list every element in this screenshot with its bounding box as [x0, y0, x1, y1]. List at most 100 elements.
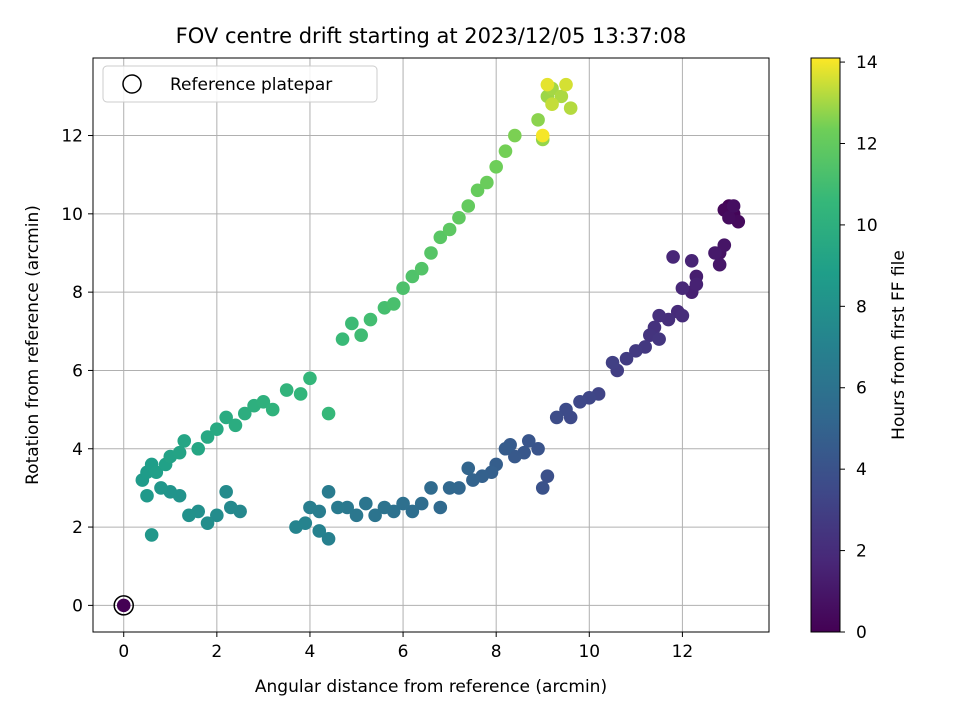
- legend: Reference platepar: [102, 65, 378, 103]
- data-point: [265, 402, 280, 417]
- y-axis-ticks: 0 2 4 6 8 10 12: [61, 127, 93, 616]
- data-point: [219, 410, 233, 425]
- data-point: [712, 257, 727, 272]
- data-point: [177, 434, 192, 448]
- legend-marker-icon: [122, 74, 142, 94]
- data-point: [256, 394, 271, 409]
- x-axis-label: Angular distance from reference (arcmin): [255, 677, 607, 697]
- x-tick-label: 12: [672, 642, 694, 662]
- data-points: [113, 77, 746, 616]
- colorbar-gradient: [810, 57, 841, 633]
- data-point: [629, 344, 643, 358]
- colorbar-tick-label: 6: [856, 379, 867, 399]
- data-point: [470, 183, 485, 198]
- data-point: [321, 485, 336, 499]
- data-point: [461, 199, 476, 213]
- data-point: [652, 332, 666, 346]
- colorbar: 0 2 4 6 8 10 12 14 Hours from first FF file: [810, 53, 909, 643]
- data-point: [717, 238, 732, 252]
- data-point: [675, 281, 690, 296]
- data-point: [321, 406, 336, 421]
- data-point: [573, 394, 587, 409]
- legend-box: [102, 65, 378, 103]
- y-tick-label: 4: [72, 440, 83, 460]
- data-point: [424, 481, 438, 495]
- data-point: [154, 481, 168, 495]
- data-point: [349, 508, 364, 523]
- data-point: [303, 500, 317, 515]
- data-point: [666, 250, 680, 264]
- data-point: [498, 144, 513, 158]
- data-point: [508, 128, 522, 143]
- colorbar-tick-label: 0: [856, 623, 867, 643]
- data-point: [498, 441, 513, 456]
- legend-label: Reference platepar: [170, 75, 332, 95]
- data-point: [200, 516, 215, 530]
- data-point: [368, 508, 382, 523]
- data-point: [605, 355, 620, 370]
- data-point: [433, 230, 448, 245]
- data-point: [210, 422, 224, 436]
- data-point: [442, 222, 457, 237]
- data-point: [335, 332, 350, 346]
- data-point: [331, 500, 345, 515]
- y-tick-label: 2: [72, 518, 83, 538]
- data-point: [531, 441, 545, 456]
- data-point: [200, 430, 215, 444]
- data-point: [619, 351, 634, 366]
- data-point: [354, 328, 368, 343]
- x-tick-label: 10: [578, 642, 600, 662]
- data-point: [293, 387, 308, 401]
- data-point: [340, 500, 354, 515]
- data-point: [405, 269, 420, 284]
- colorbar-ticks: 0 2 4 6 8 10 12 14: [840, 53, 878, 643]
- x-tick-label: 4: [305, 642, 316, 662]
- data-point: [377, 500, 392, 515]
- data-point: [559, 77, 573, 92]
- data-point: [722, 210, 736, 225]
- y-axis-label: Rotation from reference (arcmin): [23, 205, 43, 485]
- data-point: [559, 402, 573, 417]
- y-tick-label: 6: [72, 361, 83, 381]
- data-point: [414, 496, 429, 511]
- data-point: [386, 297, 401, 311]
- data-point: [466, 473, 480, 487]
- colorbar-tick-label: 2: [856, 542, 867, 562]
- data-point: [321, 532, 336, 546]
- data-point: [224, 500, 238, 515]
- data-point: [535, 481, 550, 495]
- data-point: [144, 528, 159, 542]
- data-point: [396, 281, 410, 296]
- colorbar-tick-label: 14: [856, 53, 878, 73]
- chart-title: FOV centre drift starting at 2023/12/05 …: [176, 24, 687, 48]
- data-point: [405, 504, 420, 519]
- data-point: [652, 308, 666, 323]
- y-tick-label: 0: [72, 596, 83, 616]
- data-point: [549, 410, 564, 425]
- plot-frame: [92, 57, 770, 633]
- data-point: [531, 113, 545, 127]
- data-point: [563, 101, 578, 115]
- data-point: [726, 199, 741, 213]
- data-point: [237, 406, 252, 421]
- data-point: [442, 481, 457, 495]
- data-point: [140, 488, 154, 503]
- data-point: [433, 500, 448, 515]
- data-point: [675, 308, 690, 323]
- data-point: [508, 449, 522, 464]
- data-point: [521, 434, 536, 448]
- data-point: [345, 316, 359, 331]
- data-point: [489, 160, 503, 174]
- data-point: [480, 175, 494, 190]
- data-point: [708, 246, 722, 260]
- colorbar-label: Hours from first FF file: [889, 250, 909, 440]
- data-point: [414, 261, 429, 276]
- data-point: [684, 254, 699, 268]
- data-point: [182, 508, 196, 523]
- data-point: [540, 469, 555, 483]
- data-point: [554, 89, 569, 104]
- x-tick-label: 8: [491, 642, 502, 662]
- data-point: [535, 128, 550, 143]
- y-tick-label: 10: [61, 205, 83, 225]
